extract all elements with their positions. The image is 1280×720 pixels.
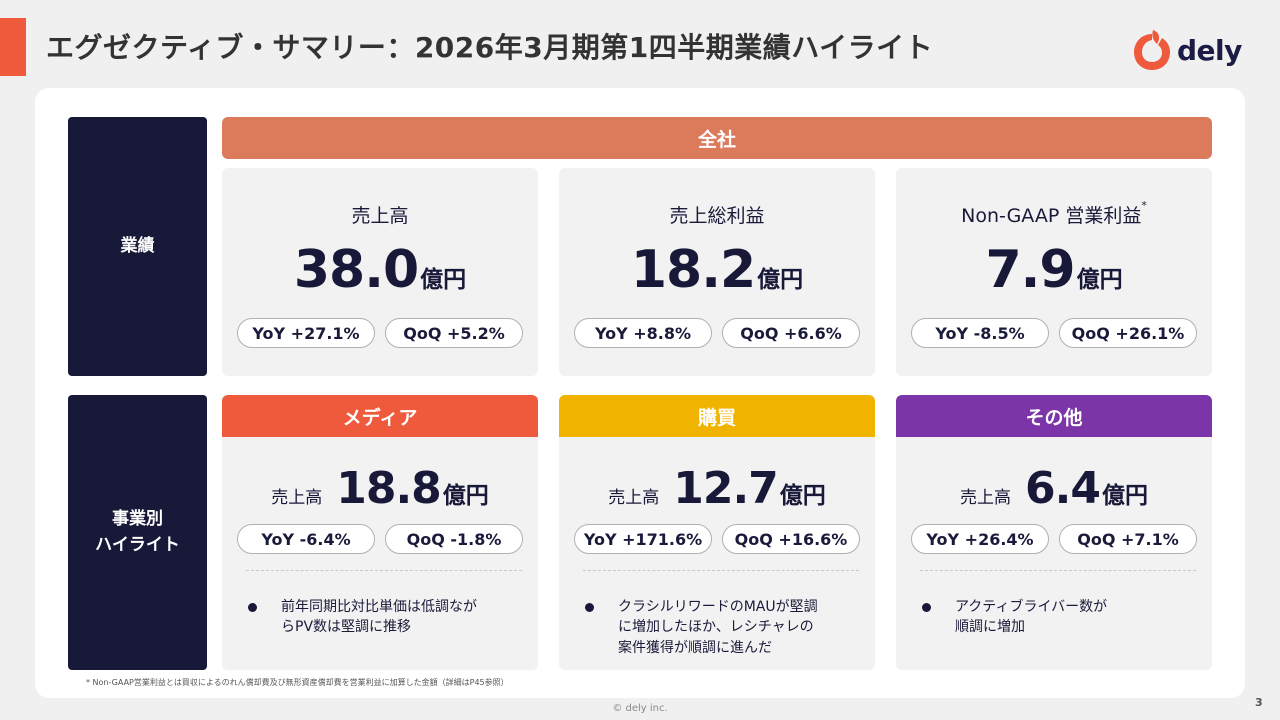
- qoq-badge: QoQ +26.1%: [1059, 318, 1197, 348]
- metric-title: 売上総利益: [669, 205, 765, 227]
- metric-value: 18.2億円: [559, 240, 875, 300]
- segment-sales: 売上高 6.4億円: [896, 463, 1212, 514]
- divider: [246, 570, 522, 571]
- segment-number: 12.7: [673, 463, 779, 514]
- segment-sales-label: 売上高: [271, 488, 323, 508]
- segment-bullet: アクティブライバー数が 順調に増加: [922, 597, 1192, 638]
- yoy-badge: YoY -8.5%: [911, 318, 1049, 348]
- company-banner: 全社: [222, 117, 1212, 159]
- metric-title: Non-GAAP 営業利益*: [961, 199, 1147, 227]
- segment-sales-label: 売上高: [608, 488, 660, 508]
- segment-unit: 億円: [1101, 483, 1148, 509]
- copyright: © dely inc.: [612, 703, 668, 714]
- segment-sales: 売上高 12.7億円: [559, 463, 875, 514]
- row-label-results: 業績: [68, 117, 207, 376]
- dely-logo: dely: [1131, 28, 1242, 72]
- segment-number: 6.4: [1025, 463, 1101, 514]
- metric-card-sales: 売上高 38.0億円 YoY +27.1% QoQ +5.2%: [222, 168, 538, 376]
- logo-wordmark: dely: [1177, 33, 1242, 67]
- bullet-dot: [922, 603, 931, 612]
- qoq-badge: QoQ -1.8%: [385, 524, 523, 554]
- segment-header: メディア: [222, 395, 538, 437]
- segment-unit: 億円: [442, 483, 489, 509]
- divider: [920, 570, 1196, 571]
- metric-card-gross-profit: 売上総利益 18.2億円 YoY +8.8% QoQ +6.6%: [559, 168, 875, 376]
- yoy-badge: YoY +26.4%: [911, 524, 1049, 554]
- segment-sales: 売上高 18.8億円: [222, 463, 538, 514]
- page-title: エグゼクティブ・サマリー：2026年3月期第1四半期業績ハイライト: [46, 31, 934, 64]
- qoq-badge: QoQ +5.2%: [385, 318, 523, 348]
- segment-card-media: メディア 売上高 18.8億円 YoY -6.4% QoQ -1.8% 前年同期比…: [222, 395, 538, 670]
- segment-number: 18.8: [336, 463, 442, 514]
- metric-value: 38.0億円: [222, 240, 538, 300]
- segment-header: 購買: [559, 395, 875, 437]
- segment-bullet: 前年同期比対比単価は低調なが らPV数は堅調に推移: [248, 597, 518, 638]
- metric-unit: 億円: [757, 267, 804, 293]
- segment-bullet: クラシルリワードのMAUが堅調 に増加したほか、レシチャレの 案件獲得が順調に進…: [585, 597, 855, 658]
- metric-value: 7.9億円: [896, 240, 1212, 300]
- yoy-badge: YoY +171.6%: [574, 524, 712, 554]
- metric-number: 38.0: [293, 240, 419, 300]
- segment-header: その他: [896, 395, 1212, 437]
- footnote: * Non-GAAP営業利益とは買収によるのれん償却費及び無形資産償却費を営業利…: [86, 678, 509, 687]
- footnote-marker: *: [1141, 199, 1147, 212]
- yoy-badge: YoY -6.4%: [237, 524, 375, 554]
- qoq-badge: QoQ +6.6%: [722, 318, 860, 348]
- bullet-dot: [248, 603, 257, 612]
- segment-card-other: その他 売上高 6.4億円 YoY +26.4% QoQ +7.1% アクティブラ…: [896, 395, 1212, 670]
- metric-number: 7.9: [985, 240, 1075, 300]
- metric-card-operating-profit: Non-GAAP 営業利益* 7.9億円 YoY -8.5% QoQ +26.1…: [896, 168, 1212, 376]
- metric-unit: 億円: [1076, 267, 1123, 293]
- metric-unit: 億円: [420, 267, 467, 293]
- bullet-text: クラシルリワードのMAUが堅調 に増加したほか、レシチャレの 案件獲得が順調に進…: [618, 599, 818, 656]
- segment-card-purchase: 購買 売上高 12.7億円 YoY +171.6% QoQ +16.6% クラシル…: [559, 395, 875, 670]
- qoq-badge: QoQ +7.1%: [1059, 524, 1197, 554]
- segment-unit: 億円: [779, 483, 826, 509]
- yoy-badge: YoY +8.8%: [574, 318, 712, 348]
- bullet-text: 前年同期比対比単価は低調なが らPV数は堅調に推移: [281, 599, 477, 636]
- metric-title: 売上高: [351, 205, 409, 227]
- row-label-segment: 事業別 ハイライト: [68, 395, 207, 670]
- page-number: 3: [1255, 696, 1263, 709]
- qoq-badge: QoQ +16.6%: [722, 524, 860, 554]
- yoy-badge: YoY +27.1%: [237, 318, 375, 348]
- bullet-text: アクティブライバー数が 順調に増加: [955, 599, 1108, 636]
- metric-number: 18.2: [630, 240, 756, 300]
- title-accent-bar: [0, 18, 26, 76]
- dely-logo-icon: [1134, 30, 1170, 70]
- divider: [583, 570, 859, 571]
- bullet-dot: [585, 603, 594, 612]
- segment-sales-label: 売上高: [960, 488, 1012, 508]
